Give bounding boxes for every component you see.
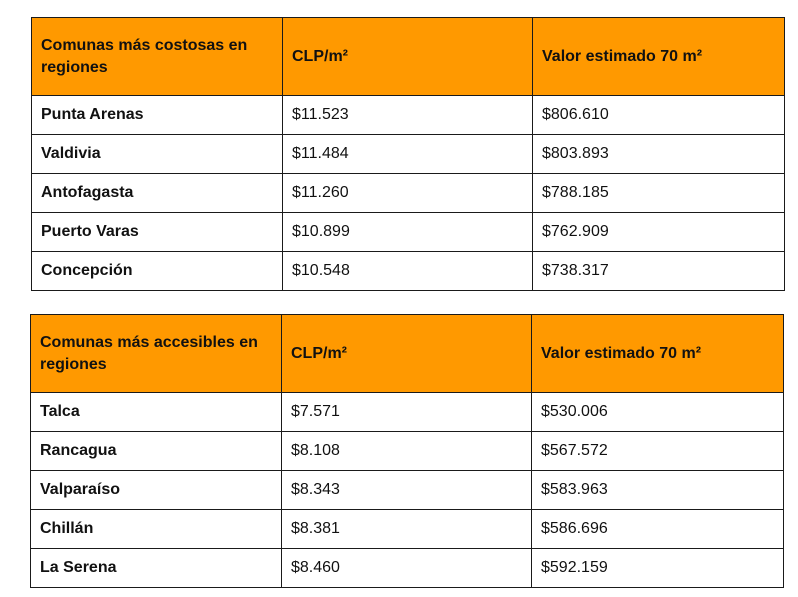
table-row: Puerto Varas $10.899 $762.909 xyxy=(31,212,785,252)
estimated-value-cell: $738.317 xyxy=(532,251,785,291)
estimated-value-cell: $583.963 xyxy=(531,470,784,510)
column-header-commune: Comunas más costosas en regiones xyxy=(31,17,283,96)
column-header-estimated-value: Valor estimado 70 m² xyxy=(531,314,784,393)
commune-cell: Valdivia xyxy=(31,134,283,174)
commune-cell: Chillán xyxy=(30,509,282,549)
table-row: Concepción $10.548 $738.317 xyxy=(31,251,785,291)
estimated-value-cell: $586.696 xyxy=(531,509,784,549)
table-row: La Serena $8.460 $592.159 xyxy=(30,548,784,588)
price-per-m2-cell: $8.381 xyxy=(281,509,532,549)
price-per-m2-cell: $11.523 xyxy=(282,95,533,135)
commune-cell: Valparaíso xyxy=(30,470,282,510)
commune-cell: La Serena xyxy=(30,548,282,588)
table-row: Valparaíso $8.343 $583.963 xyxy=(30,470,784,510)
table-row: Valdivia $11.484 $803.893 xyxy=(31,134,785,174)
table-row: Rancagua $8.108 $567.572 xyxy=(30,431,784,471)
column-header-estimated-value: Valor estimado 70 m² xyxy=(532,17,785,96)
commune-cell: Talca xyxy=(30,392,282,432)
price-per-m2-cell: $11.260 xyxy=(282,173,533,213)
table-header-row: Comunas más accesibles en regiones CLP/m… xyxy=(30,314,784,393)
commune-cell: Rancagua xyxy=(30,431,282,471)
column-header-commune: Comunas más accesibles en regiones xyxy=(30,314,282,393)
price-per-m2-cell: $8.108 xyxy=(281,431,532,471)
table-row: Punta Arenas $11.523 $806.610 xyxy=(31,95,785,135)
column-header-price-per-m2: CLP/m² xyxy=(282,17,533,96)
price-per-m2-cell: $10.899 xyxy=(282,212,533,252)
price-per-m2-cell: $10.548 xyxy=(282,251,533,291)
costly-communes-table: Comunas más costosas en regiones CLP/m² … xyxy=(31,17,785,291)
table-row: Talca $7.571 $530.006 xyxy=(30,392,784,432)
estimated-value-cell: $762.909 xyxy=(532,212,785,252)
table-row: Chillán $8.381 $586.696 xyxy=(30,509,784,549)
commune-cell: Antofagasta xyxy=(31,173,283,213)
accessible-communes-table: Comunas más accesibles en regiones CLP/m… xyxy=(30,314,784,588)
estimated-value-cell: $592.159 xyxy=(531,548,784,588)
table-header-row: Comunas más costosas en regiones CLP/m² … xyxy=(31,17,785,96)
commune-cell: Concepción xyxy=(31,251,283,291)
estimated-value-cell: $567.572 xyxy=(531,431,784,471)
price-per-m2-cell: $8.460 xyxy=(281,548,532,588)
price-per-m2-cell: $11.484 xyxy=(282,134,533,174)
price-per-m2-cell: $7.571 xyxy=(281,392,532,432)
table-row: Antofagasta $11.260 $788.185 xyxy=(31,173,785,213)
commune-cell: Punta Arenas xyxy=(31,95,283,135)
estimated-value-cell: $530.006 xyxy=(531,392,784,432)
price-per-m2-cell: $8.343 xyxy=(281,470,532,510)
estimated-value-cell: $806.610 xyxy=(532,95,785,135)
column-header-price-per-m2: CLP/m² xyxy=(281,314,532,393)
commune-cell: Puerto Varas xyxy=(31,212,283,252)
estimated-value-cell: $803.893 xyxy=(532,134,785,174)
estimated-value-cell: $788.185 xyxy=(532,173,785,213)
